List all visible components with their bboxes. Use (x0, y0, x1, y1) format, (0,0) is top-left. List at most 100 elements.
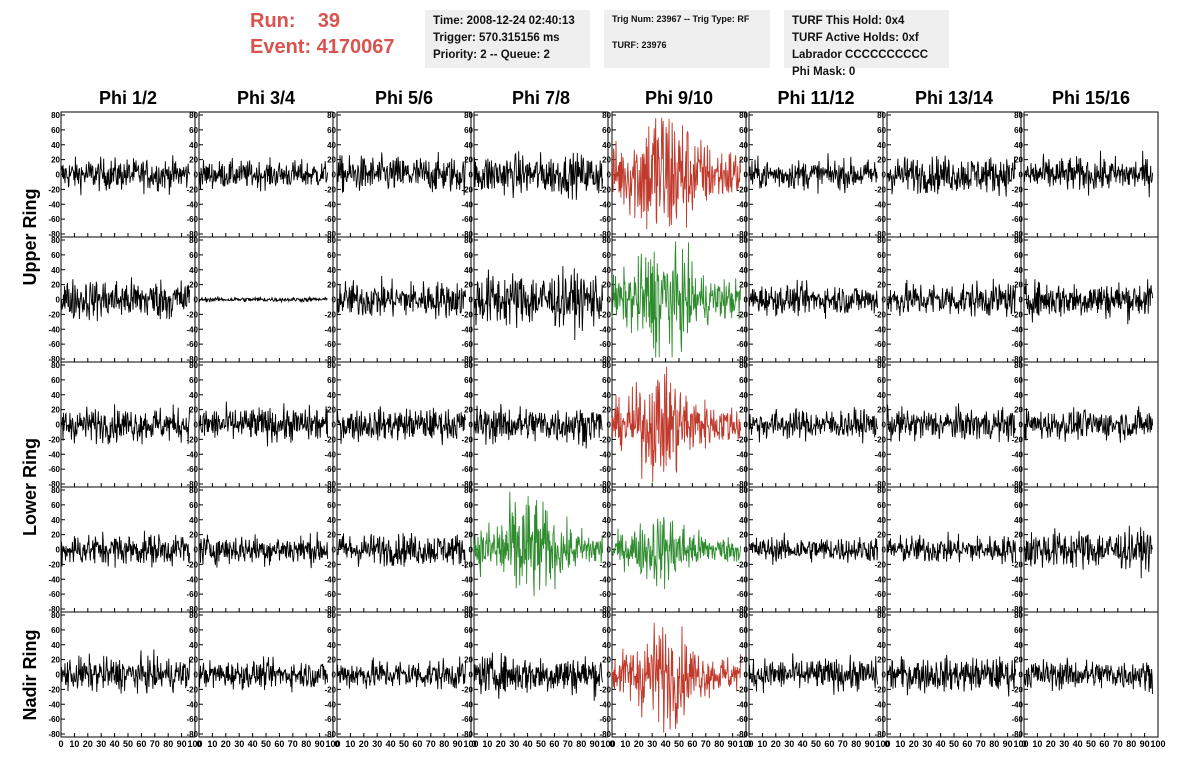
ring-label: Nadir Ring (20, 629, 40, 720)
x-tick-label: 50 (536, 739, 546, 749)
x-tick-label: 10 (345, 739, 355, 749)
y-tick-label: -60 (461, 715, 473, 724)
x-tick-label: 10 (207, 739, 217, 749)
x-tick-label: 90 (728, 739, 738, 749)
y-tick-label: -40 (599, 450, 611, 459)
turf-line: TURF: 23976 (612, 40, 667, 50)
y-tick-label: 20 (464, 281, 473, 290)
x-tick-label: 100 (325, 739, 340, 749)
y-tick-label: 40 (602, 641, 611, 650)
x-tick-label: 0 (609, 739, 614, 749)
y-tick-label: -80 (1011, 230, 1023, 239)
y-tick-label: 80 (877, 611, 886, 620)
y-tick-label: -80 (461, 480, 473, 489)
y-tick-label: 0 (1019, 421, 1024, 430)
y-tick-label: -40 (324, 575, 336, 584)
run-event-box: Run: 39 Event: 4170067 (250, 8, 420, 68)
column-title: Phi 3/4 (237, 88, 295, 108)
y-tick-label: 0 (607, 171, 612, 180)
x-tick-label: 20 (634, 739, 644, 749)
y-tick-label: 0 (194, 421, 199, 430)
y-tick-label: 80 (877, 111, 886, 120)
y-tick-label: 60 (51, 376, 60, 385)
waveform-trace (199, 656, 329, 693)
x-tick-label: 80 (301, 739, 311, 749)
y-tick-label: -80 (186, 355, 198, 364)
y-tick-label: -40 (324, 700, 336, 709)
y-tick-label: 80 (189, 111, 198, 120)
y-tick-label: -60 (599, 465, 611, 474)
phi-mask-line: Phi Mask: 0 (792, 66, 856, 78)
y-tick-label: -80 (186, 230, 198, 239)
y-tick-label: -60 (48, 340, 60, 349)
y-tick-label: -80 (874, 730, 886, 739)
y-tick-label: 80 (51, 361, 60, 370)
y-tick-label: -60 (186, 590, 198, 599)
x-tick-label: 100 (738, 739, 753, 749)
y-tick-label: 20 (464, 531, 473, 540)
y-tick-label: 80 (877, 486, 886, 495)
y-tick-label: -20 (48, 435, 60, 444)
y-tick-label: 0 (882, 671, 887, 680)
y-tick-label: 60 (189, 126, 198, 135)
y-tick-label: 60 (189, 251, 198, 260)
x-tick-label: 40 (798, 739, 808, 749)
y-tick-label: -60 (736, 715, 748, 724)
y-tick-label: -60 (1011, 215, 1023, 224)
waveform-trace (748, 279, 879, 319)
y-tick-label: 80 (464, 111, 473, 120)
y-tick-label: 60 (189, 626, 198, 635)
y-tick-label: 40 (1014, 141, 1023, 150)
y-tick-label: -40 (186, 450, 198, 459)
y-tick-label: 60 (327, 126, 336, 135)
y-tick-label: 20 (51, 406, 60, 415)
y-tick-label: -40 (736, 450, 748, 459)
x-tick-label: 70 (838, 739, 848, 749)
y-tick-label: 80 (1014, 361, 1023, 370)
column-title: Phi 1/2 (99, 88, 157, 108)
y-tick-label: -40 (461, 575, 473, 584)
y-tick-label: 40 (1014, 391, 1023, 400)
x-tick-label: 80 (989, 739, 999, 749)
x-tick-label: 40 (248, 739, 258, 749)
x-tick-label: 100 (1013, 739, 1028, 749)
y-tick-label: -40 (736, 700, 748, 709)
y-tick-label: 40 (877, 266, 886, 275)
x-tick-label: 50 (949, 739, 959, 749)
x-tick-label: 30 (509, 739, 519, 749)
x-tick-label: 80 (714, 739, 724, 749)
x-tick-label: 10 (757, 739, 767, 749)
y-tick-label: -80 (874, 605, 886, 614)
y-tick-label: -20 (599, 435, 611, 444)
y-tick-label: -20 (599, 560, 611, 569)
y-tick-label: -40 (48, 200, 60, 209)
y-tick-label: 80 (602, 111, 611, 120)
y-tick-label: 0 (56, 671, 61, 680)
y-tick-label: -40 (874, 325, 886, 334)
y-tick-label: 80 (327, 236, 336, 245)
y-tick-label: -60 (186, 215, 198, 224)
x-tick-label: 90 (865, 739, 875, 749)
y-tick-label: -40 (1011, 450, 1023, 459)
y-tick-label: 0 (56, 546, 61, 555)
x-tick-label: 70 (976, 739, 986, 749)
y-tick-label: 40 (51, 266, 60, 275)
waveform-trace (198, 401, 329, 447)
trig-num-line: Trig Num: 23967 -- Trig Type: RF (612, 14, 750, 24)
y-tick-label: 20 (602, 531, 611, 540)
x-tick-label: 20 (496, 739, 506, 749)
y-tick-label: -40 (599, 575, 611, 584)
waveform-trace (611, 366, 742, 483)
y-tick-label: 80 (189, 236, 198, 245)
column-title: Phi 13/14 (915, 88, 993, 108)
y-tick-label: 80 (327, 611, 336, 620)
waveform-trace (336, 275, 467, 320)
y-tick-label: -40 (599, 700, 611, 709)
y-tick-label: 80 (1014, 111, 1023, 120)
column-title: Phi 9/10 (645, 88, 713, 108)
x-tick-label: 90 (315, 739, 325, 749)
y-tick-label: 40 (1014, 641, 1023, 650)
x-tick-label: 0 (196, 739, 201, 749)
y-tick-label: 80 (327, 486, 336, 495)
column-title: Phi 15/16 (1052, 88, 1130, 108)
